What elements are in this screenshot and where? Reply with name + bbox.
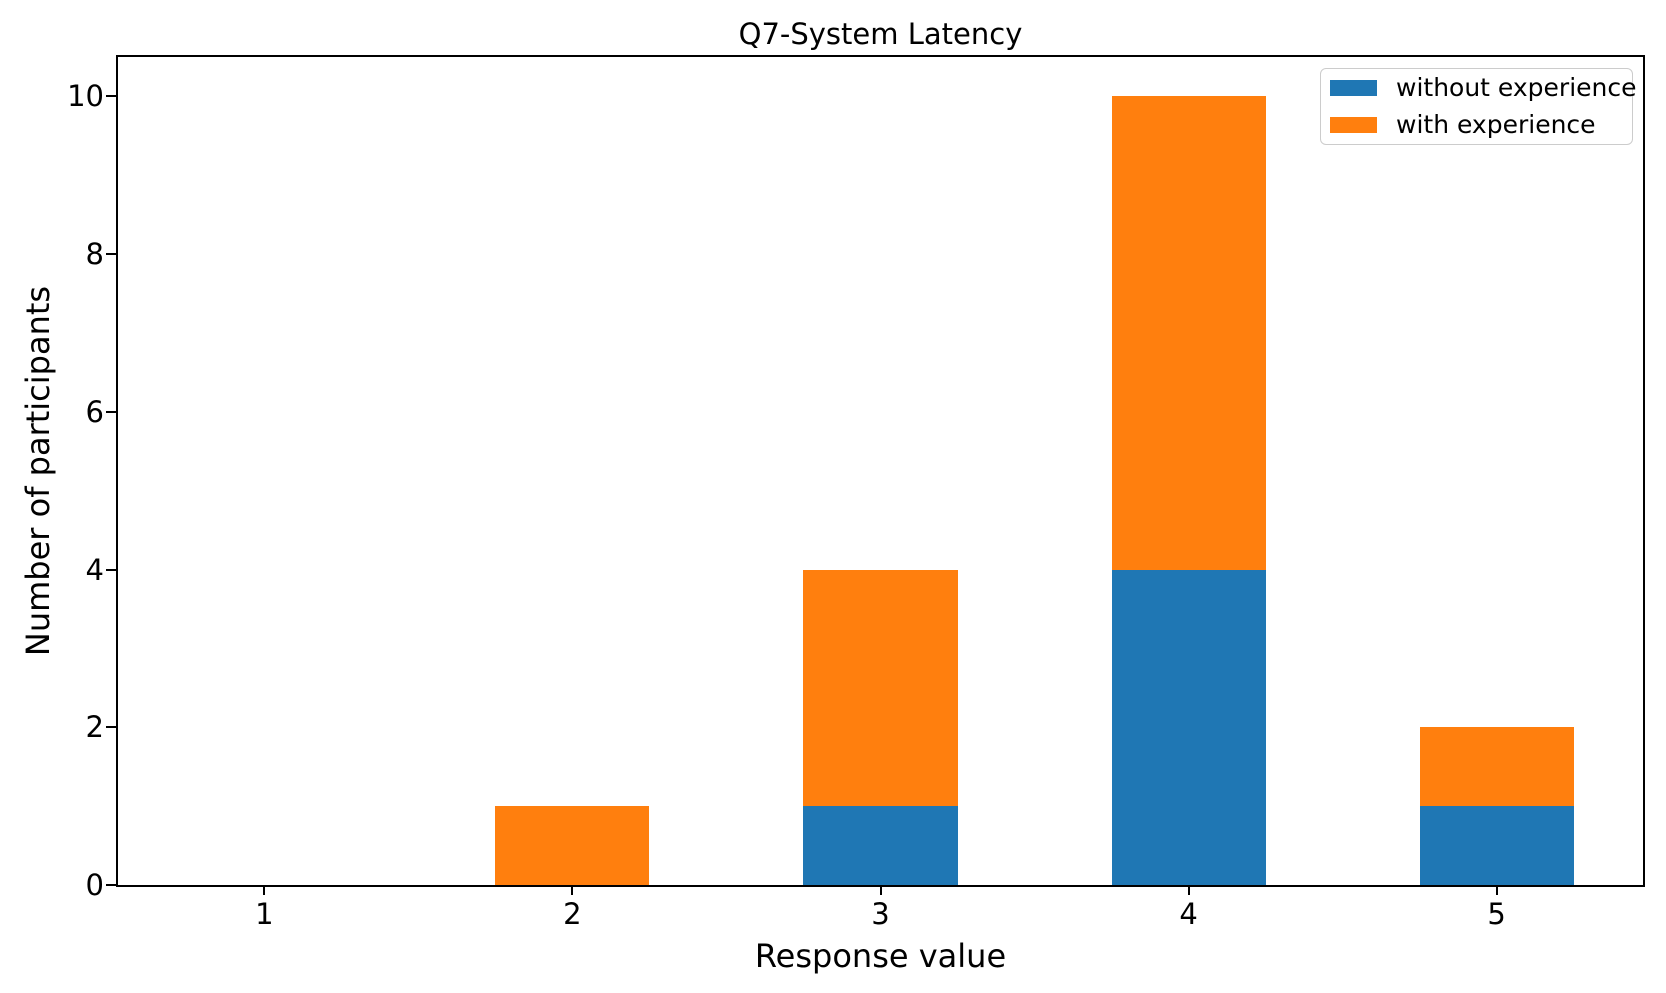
y-axis-label: Number of participants: [19, 285, 57, 657]
legend: without experience with experience: [1320, 68, 1637, 145]
bar-segment-with-experience-x5: [1419, 727, 1574, 807]
chart-title: Q7-System Latency: [738, 17, 1023, 51]
x-tick-label-3: 3: [871, 897, 890, 931]
y-tick-mark-4: [106, 568, 116, 571]
legend-item-without-experience: without experience: [1330, 73, 1637, 102]
x-tick-mark-3: [879, 885, 882, 895]
y-tick-label-8: 8: [85, 237, 104, 272]
y-tick-mark-8: [106, 253, 116, 256]
y-tick-mark-0: [106, 884, 116, 886]
y-tick-mark-10: [106, 95, 116, 98]
plot-area: 1 2 3 4 5 0 2 4 6 8 10 without experience with exp…: [67, 55, 1645, 931]
bar-segment-with-experience-x2: [495, 806, 650, 885]
x-tick-mark-4: [1187, 885, 1190, 895]
bar-segment-without-experience-x5: [1419, 806, 1574, 885]
legend-label: without experience: [1396, 72, 1637, 102]
x-axis-label: Response value: [754, 937, 1007, 975]
x-tick-mark-2: [571, 885, 574, 895]
y-tick-mark-6: [106, 410, 116, 413]
legend-swatch-icon: [1330, 117, 1377, 134]
y-tick-label-6: 6: [85, 394, 104, 429]
y-tick-label-2: 2: [85, 710, 104, 745]
legend-swatch-icon: [1330, 79, 1377, 96]
bar-segment-without-experience-x4: [1111, 569, 1266, 885]
bar-segment-with-experience-x4: [1111, 96, 1266, 570]
x-tick-label-5: 5: [1487, 897, 1506, 931]
legend-label: with experience: [1396, 110, 1596, 140]
legend-item-with-experience: with experience: [1330, 111, 1632, 139]
y-tick-label-0: 0: [85, 868, 104, 902]
x-tick-label-2: 2: [563, 897, 582, 931]
x-tick-label-1: 1: [255, 897, 274, 931]
y-tick-label-4: 4: [85, 552, 104, 587]
x-tick-label-4: 4: [1179, 897, 1198, 931]
y-tick-mark-2: [106, 726, 116, 729]
x-tick-mark-1: [263, 885, 266, 895]
x-tick-mark-5: [1495, 885, 1498, 895]
bar-segment-with-experience-x3: [803, 569, 958, 807]
bar-segment-without-experience-x3: [803, 806, 958, 885]
y-tick-label-10: 10: [67, 79, 104, 114]
